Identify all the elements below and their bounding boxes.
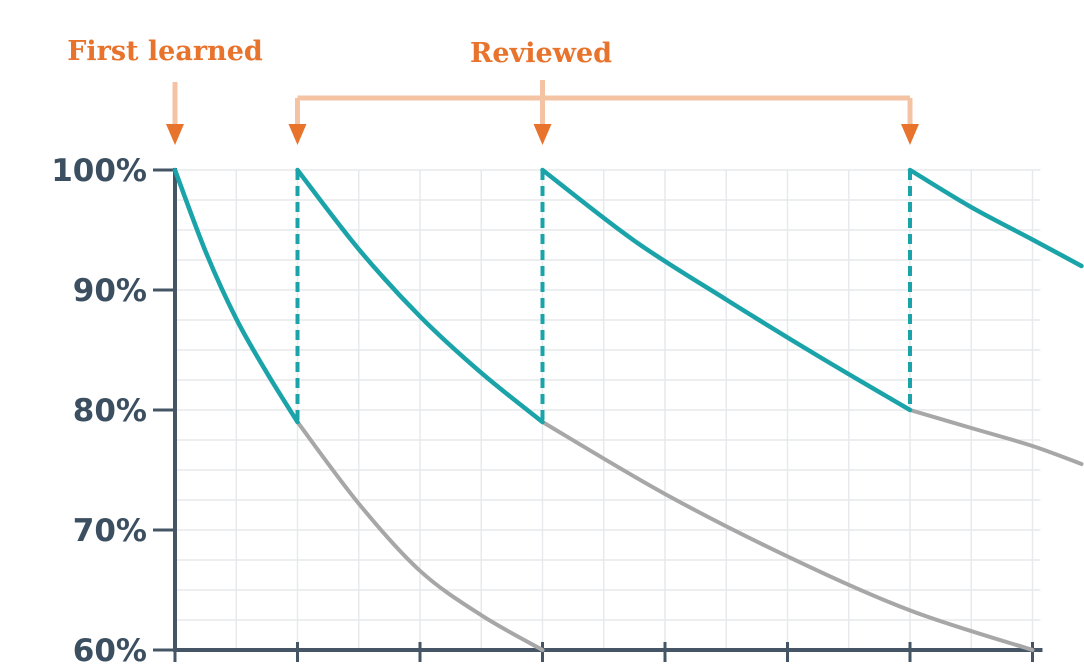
y-tick-labels: 100% 90% 80% 70% 60% (51, 153, 147, 669)
y-tick-label: 80% (73, 393, 147, 429)
down-arrow-icon (166, 124, 184, 145)
y-tick-label: 90% (73, 273, 147, 309)
reviewed-label: Reviewed (470, 38, 612, 69)
forgetting-curve-segment (295, 420, 545, 652)
first-learned-label: First learned (67, 36, 263, 67)
retention-curve-segment (295, 167, 545, 425)
down-arrow-icon (901, 124, 919, 145)
review-dashed-lines (295, 170, 912, 422)
forgetting-curve-segment (908, 408, 1084, 466)
forgetting-curve-segment (540, 420, 1035, 652)
retention-with-reviews-series (172, 167, 1084, 425)
down-arrow-icon (288, 124, 307, 145)
forgetting-without-review-series (295, 408, 1084, 652)
retention-curve-segment (907, 167, 1084, 269)
retention-curve-segment (540, 167, 913, 413)
axes (153, 168, 1043, 662)
y-tick-label: 70% (73, 513, 147, 549)
down-arrow-icon (533, 124, 552, 145)
y-tick-label: 60% (73, 633, 147, 669)
retention-curve-segment (172, 167, 300, 425)
annotations: First learned Reviewed (67, 36, 919, 145)
y-tick-label: 100% (51, 153, 147, 189)
